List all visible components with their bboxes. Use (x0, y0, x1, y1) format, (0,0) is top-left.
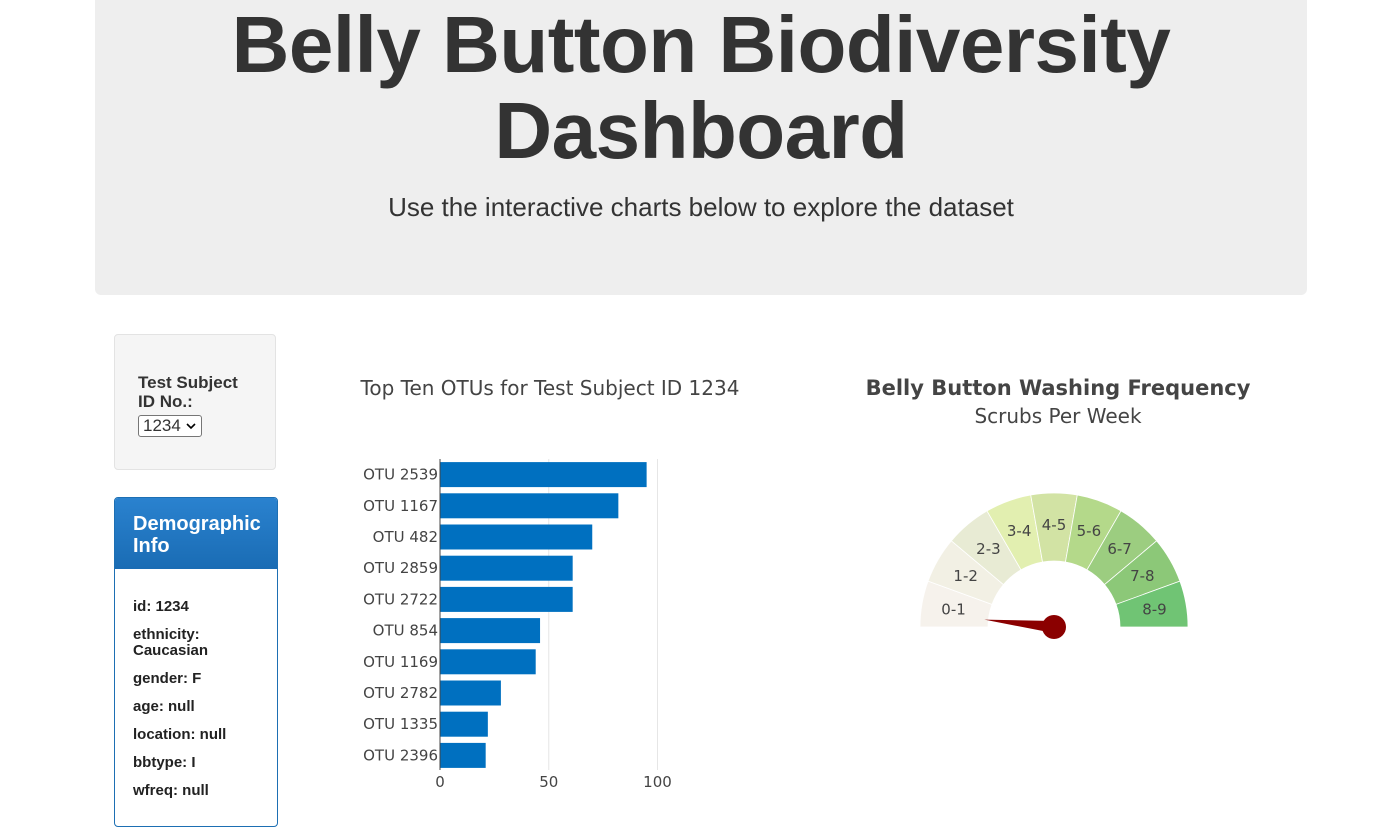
page-title: Belly Button Biodiversity Dashboard (95, 0, 1307, 174)
bar-chart-y-tick: OTU 854 (373, 622, 438, 640)
demographic-line: id: 1234 (133, 598, 189, 615)
demographic-info-body: id: 1234 ethnicity: Caucasian gender: F age… (115, 569, 277, 799)
bar-chart-bar[interactable] (440, 649, 536, 675)
gauge-needle-hub (1042, 615, 1066, 639)
demographic-info-panel: Demographic Info id: 1234 ethnicity: Cauc… (114, 497, 278, 827)
bar-chart-bar[interactable] (440, 493, 619, 519)
demographic-line: location: null (133, 726, 227, 743)
demographic-line: wfreq: null (133, 782, 209, 799)
bar-chart-bar[interactable] (440, 555, 573, 581)
washing-frequency-gauge-svg: Belly Button Washing Frequency Scrubs Pe… (866, 376, 1251, 639)
subject-id-dropdown[interactable]: 1234 (138, 415, 202, 437)
bar-chart-y-tick: OTU 2859 (363, 559, 438, 577)
bar-chart-y-tick: OTU 2782 (363, 684, 438, 702)
gauge-needle (984, 619, 1055, 633)
bar-chart-title: Top Ten OTUs for Test Subject ID 1234 (360, 376, 740, 400)
demographic-line: gender: F (133, 670, 202, 687)
gauge-step-label: 2-3 (976, 540, 1001, 558)
subject-selector-well: Test Subject ID No.: 1234 (114, 334, 276, 470)
bar-chart-bar[interactable] (440, 742, 486, 768)
bar-chart-bar[interactable] (440, 680, 501, 706)
bar-chart-bar[interactable] (440, 711, 488, 737)
gauge-title: Belly Button Washing Frequency (866, 376, 1251, 400)
demographic-line: bbtype: I (133, 754, 196, 771)
subject-id-selected-value: 1234 (143, 416, 181, 435)
bar-chart-x-tick: 100 (643, 773, 672, 791)
bar-chart-x-tick: 50 (539, 773, 558, 791)
bar-chart-bar[interactable] (440, 618, 541, 644)
gauge-subtitle: Scrubs Per Week (974, 404, 1142, 428)
gauge-step-label: 8-9 (1142, 600, 1167, 618)
page-title-line1: Belly Button Biodiversity (231, 0, 1171, 89)
demographic-info-heading: Demographic Info (115, 498, 277, 569)
chevron-down-icon (185, 416, 197, 442)
bar-chart-bar[interactable] (440, 462, 647, 488)
demographic-line: ethnicity: Caucasian (133, 626, 209, 659)
gauge-step-label: 5-6 (1077, 522, 1102, 540)
bar-chart-y-tick: OTU 1335 (363, 715, 438, 733)
page-title-line2: Dashboard (494, 86, 908, 175)
gauge-step-label: 3-4 (1007, 522, 1032, 540)
bar-chart-y-tick: OTU 2539 (363, 466, 438, 484)
washing-frequency-gauge: Belly Button Washing Frequency Scrubs Pe… (840, 365, 1280, 670)
gauge-step-label: 7-8 (1130, 567, 1155, 585)
bar-chart-y-tick: OTU 1169 (363, 653, 438, 671)
top-otus-bar-chart: Top Ten OTUs for Test Subject ID 1234 OT… (330, 365, 790, 809)
bar-chart-y-tick: OTU 482 (373, 528, 438, 546)
bar-chart-y-tick: OTU 1167 (363, 497, 438, 515)
demographic-line: age: null (133, 698, 195, 715)
gauge-step-label: 1-2 (953, 567, 978, 585)
bar-chart-x-tick: 0 (435, 773, 445, 791)
gauge-step-label: 4-5 (1042, 516, 1067, 534)
page-subtitle: Use the interactive charts below to expl… (388, 192, 1014, 222)
gauge-step-label: 6-7 (1107, 540, 1132, 558)
bar-chart-y-tick: OTU 2722 (363, 590, 438, 608)
bar-chart-y-tick: OTU 2396 (363, 746, 438, 764)
gauge-step-label: 0-1 (941, 600, 966, 618)
header-jumbotron: Belly Button Biodiversity Dashboard Use … (95, 0, 1307, 295)
bar-chart-bar[interactable] (440, 586, 573, 612)
subject-selector-label: Test Subject ID No.: (138, 373, 238, 411)
top-otus-bar-svg: Top Ten OTUs for Test Subject ID 1234 OT… (360, 376, 740, 791)
gauge-step[interactable] (1115, 580, 1189, 628)
bar-chart-bar[interactable] (440, 524, 593, 550)
